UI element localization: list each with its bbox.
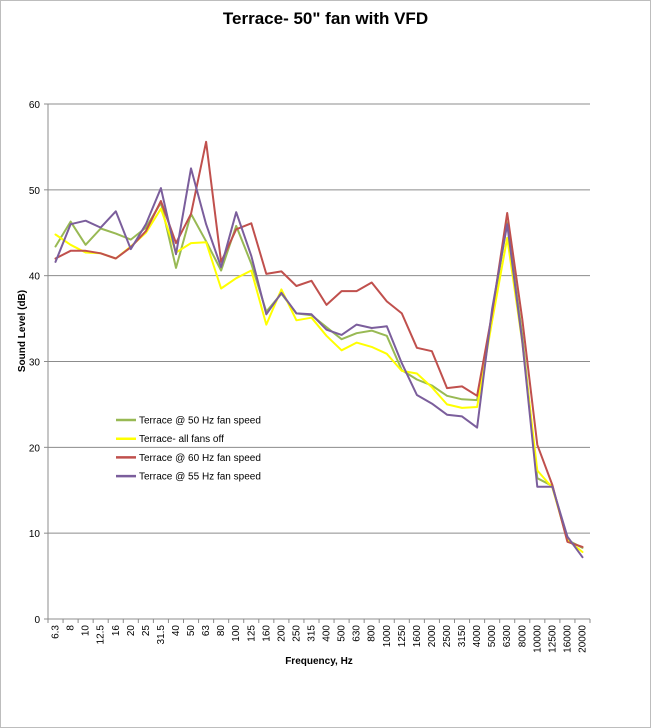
x-tick-label: 1250 [397, 625, 408, 648]
axes [44, 103, 591, 623]
x-tick-label: 250 [291, 625, 302, 642]
x-tick-label: 8 [66, 625, 77, 631]
x-tick-label: 50 [186, 625, 197, 637]
x-tick-label: 10 [81, 625, 92, 637]
y-tick-label: 40 [29, 272, 41, 283]
x-tick-label: 1000 [382, 625, 393, 648]
x-tick-label: 8000 [517, 625, 528, 648]
series-line-3 [54, 140, 584, 548]
x-tick-label: 125 [246, 625, 257, 642]
x-tick-label: 16000 [562, 625, 573, 653]
series-line-2 [54, 207, 584, 553]
x-tick-label: 500 [337, 625, 348, 642]
x-tick-label: 16 [111, 625, 122, 637]
x-tick-label: 160 [261, 625, 272, 642]
x-axis-title: Frequency, Hz [285, 656, 353, 667]
y-tick-label: 60 [29, 100, 41, 111]
gridlines [48, 103, 590, 534]
x-tick-label: 4000 [472, 625, 483, 648]
y-axis-title: Sound Level (dB) [17, 290, 28, 372]
x-tick-label: 800 [367, 625, 378, 642]
legend-label-1: Terrace @ 50 Hz fan speed [139, 416, 261, 427]
x-tick-label: 80 [216, 625, 227, 637]
x-tick-label: 2000 [427, 625, 438, 648]
y-tick-label: 50 [29, 186, 41, 197]
y-tick-label: 30 [29, 358, 41, 369]
x-tick-label: 3150 [457, 625, 468, 648]
x-tick-label: 6.3 [51, 625, 62, 639]
x-tick-label: 12500 [547, 625, 558, 653]
x-tick-label: 63 [201, 625, 212, 637]
legend-label-4: Terrace @ 55 Hz fan speed [139, 472, 261, 483]
y-tick-label: 10 [29, 529, 41, 540]
y-tick-labels: 0 10 20 30 40 50 60 [29, 100, 41, 626]
x-tick-label: 315 [306, 625, 317, 642]
x-tick-label: 200 [276, 625, 287, 642]
x-tick-label: 1600 [412, 625, 423, 648]
x-tick-labels: 6.3 8 10 12.5 16 20 25 31.5 40 50 63 80 100 125 160 200… [51, 625, 589, 653]
x-tick-label: 630 [352, 625, 363, 642]
y-tick-label: 20 [29, 443, 41, 454]
series-lines [54, 140, 584, 559]
x-tick-label: 20 [126, 625, 137, 637]
chart-title: Terrace- 50" fan with VFD [222, 9, 429, 28]
x-tick-label: 100 [231, 625, 242, 642]
series-line-4 [54, 167, 584, 559]
x-tick-label: 400 [322, 625, 333, 642]
legend: Terrace @ 50 Hz fan speed Terrace- all fa… [116, 416, 261, 483]
x-tick-label: 40 [171, 625, 182, 637]
x-tick-label: 25 [141, 625, 152, 637]
x-tick-label: 2500 [442, 625, 453, 648]
x-tick-label: 12.5 [96, 625, 107, 645]
legend-label-2: Terrace- all fans off [139, 434, 224, 445]
x-tick-label: 10000 [532, 625, 543, 653]
legend-label-3: Terrace @ 60 Hz fan speed [139, 453, 261, 464]
y-tick-label: 0 [34, 615, 40, 626]
x-tick-label: 6300 [502, 625, 513, 648]
x-tick-label: 5000 [487, 625, 498, 648]
x-tick-label: 31.5 [156, 625, 167, 645]
x-tick-label: 20000 [577, 625, 588, 653]
